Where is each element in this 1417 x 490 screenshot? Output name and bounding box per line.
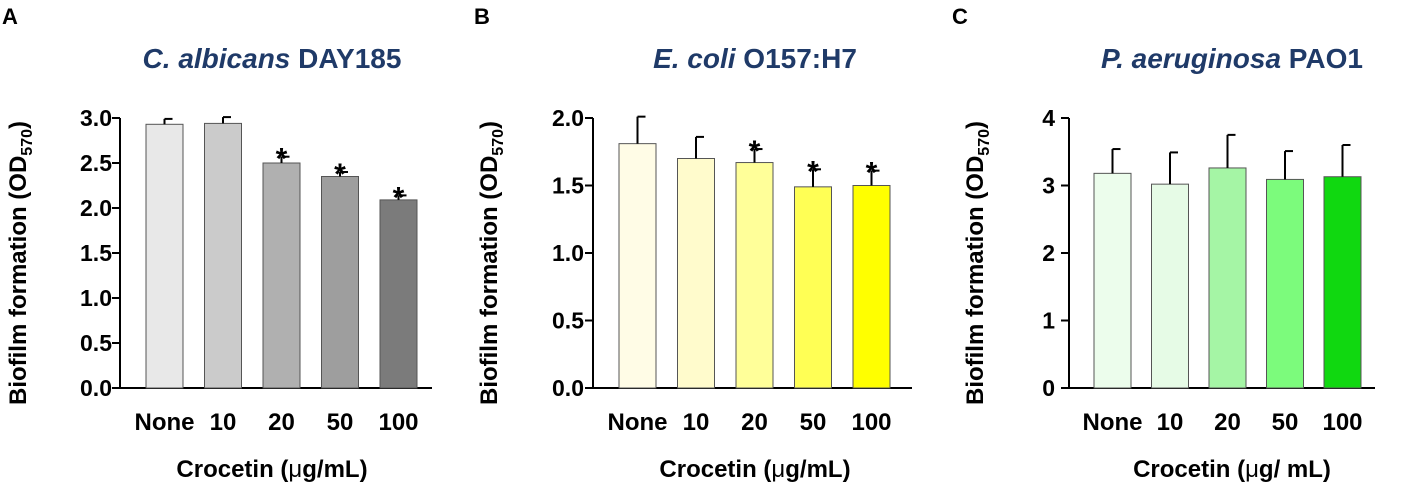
title-species: E. coli [653,43,737,74]
x-category-label: 50 [327,409,354,436]
x-category-label: 20 [268,409,295,436]
title-strain: O157:H7 [736,43,857,74]
y-label-subscript: 570 [976,129,993,156]
bar-none [1093,172,1132,389]
y-tick-label: 2.5 [80,150,112,176]
significance-marker: * [334,158,346,191]
bar-100 [379,199,418,389]
x-category-label: 50 [800,409,827,436]
x-label-end: g/ mL) [1259,456,1331,483]
bar-100 [1323,176,1362,389]
x-category-label: 10 [683,409,710,436]
x-label-mu: μ [288,456,302,483]
x-category-label: None [608,409,668,436]
bar-20 [735,162,774,389]
x-label-end: g/mL) [302,456,367,483]
title-strain: DAY185 [290,43,401,74]
chart-title: P. aeruginosa PAO1 [1101,43,1363,74]
significance-marker: * [866,157,878,190]
chart-title: E. coli O157:H7 [653,43,857,74]
y-label-subscript: 570 [490,129,507,156]
x-label-end: g/mL) [785,456,850,483]
bar-50 [321,176,359,389]
x-category-label: 20 [1214,409,1241,436]
y-axis-label: Biofilm formation (OD570) [962,121,993,405]
x-category-label: 100 [851,409,891,436]
panel-b: B E. coli O157:H7 0.0 0.5 1.0 1.5 2.0 None 10 * 20… [474,4,912,483]
x-category-label: 100 [1322,409,1362,436]
y-axis-label: Biofilm formation (OD570) [476,121,507,405]
y-tick-label: 1 [1042,308,1055,334]
y-tick-label: 3.0 [80,105,112,131]
bar-100 [852,185,891,389]
significance-marker: * [276,143,288,176]
bar-10 [204,122,242,389]
y-tick-label: 2.0 [80,195,112,221]
title-species: C. albicans [143,43,291,74]
y-tick-label: 2 [1042,240,1055,266]
x-category-label: 20 [741,409,768,436]
y-tick-label: 0.0 [80,375,112,401]
x-axis-label: Crocetin (μg/ mL) [1133,456,1331,483]
x-label-start: Crocetin ( [176,456,288,483]
x-category-label: None [135,409,195,436]
y-tick-label: 3 [1042,173,1055,199]
x-category-label: 10 [1157,409,1184,436]
y-label-subscript: 570 [19,129,36,156]
bar-none [145,123,184,389]
y-label-close: ) [962,121,989,129]
x-label-mu: μ [1245,456,1259,483]
y-tick-label: 1.0 [80,285,112,311]
x-label-start: Crocetin ( [659,456,771,483]
x-category-label: 50 [1272,409,1299,436]
bar-50 [1266,178,1304,389]
y-label-main: Biofilm formation (OD [5,156,32,405]
y-label-close: ) [476,121,503,129]
bar-20 [262,162,301,389]
x-label-mu: μ [771,456,785,483]
y-label-main: Biofilm formation (OD [476,156,503,405]
y-tick-label: 4 [1042,105,1055,131]
y-tick-label: 0.5 [552,308,584,334]
y-tick-label: 0.5 [80,330,112,356]
y-tick-label: 1.5 [80,240,112,266]
title-strain: PAO1 [1281,43,1363,74]
panel-c: C P. aeruginosa PAO1 0 1 2 3 4 None 10 20 50 100 Cro… [952,4,1375,483]
bar-50 [794,186,832,389]
significance-marker: * [749,135,761,168]
bar-20 [1208,167,1247,389]
y-label-main: Biofilm formation (OD [962,156,989,405]
x-category-label: None [1083,409,1143,436]
y-tick-label: 2.0 [552,105,584,131]
significance-marker: * [807,155,819,188]
panel-a: A C. albicans DAY185 0.0 0.5 1.0 1.5 2.0 2.5 3.0… [2,4,432,483]
bar-10 [1151,183,1189,389]
y-tick-label: 1.0 [552,240,584,266]
chart-title: C. albicans DAY185 [143,43,402,74]
y-tick-label: 0 [1042,375,1055,401]
bar-none [618,143,657,389]
x-axis-label: Crocetin (μg/mL) [659,456,850,483]
title-species: P. aeruginosa [1101,43,1281,74]
y-tick-label: 0.0 [552,375,584,401]
x-category-label: 10 [210,409,237,436]
significance-marker: * [393,181,405,214]
x-category-label: 100 [378,409,418,436]
x-label-start: Crocetin ( [1133,456,1245,483]
bar-10 [677,158,715,389]
x-axis-label: Crocetin (μg/mL) [176,456,367,483]
y-label-close: ) [5,121,32,129]
panel-letter: B [474,4,490,29]
panel-letter: A [2,4,18,29]
y-tick-label: 1.5 [552,173,584,199]
y-axis-label: Biofilm formation (OD570) [5,121,36,405]
panel-letter: C [952,4,968,29]
